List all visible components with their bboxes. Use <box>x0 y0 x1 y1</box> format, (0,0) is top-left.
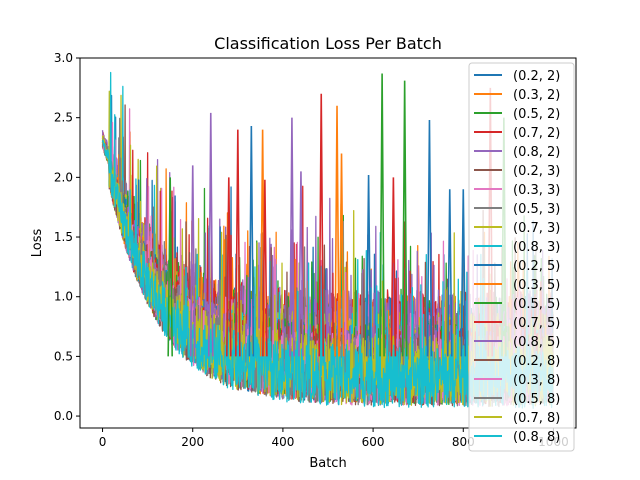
loss-spike <box>446 189 453 357</box>
legend-label: (0.5, 3) <box>513 202 560 217</box>
loss-spike <box>226 177 232 357</box>
x-tick-label: 0 <box>99 435 107 449</box>
loss-spike <box>298 171 304 357</box>
loss-spike <box>235 129 241 357</box>
legend-label: (0.8, 8) <box>513 430 560 445</box>
x-axis-label: Batch <box>309 456 346 471</box>
loss-spike <box>262 179 268 357</box>
loss-spike <box>401 80 408 357</box>
legend-label: (0.7, 2) <box>513 126 560 141</box>
legend-label: (0.5, 5) <box>513 297 560 312</box>
loss-spike <box>379 73 385 357</box>
y-tick-label: 3.0 <box>54 51 73 65</box>
loss-spike <box>318 93 325 357</box>
chart-title: Classification Loss Per Batch <box>214 34 442 53</box>
x-tick-label: 200 <box>181 435 204 449</box>
legend-label: (0.7, 5) <box>513 316 560 331</box>
legend-label: (0.2, 3) <box>513 164 560 179</box>
legend-label: (0.8, 5) <box>513 335 560 350</box>
loss-spike <box>289 117 295 357</box>
legend: (0.2, 2) (0.3, 2) (0.5, 2) (0.7, 2) (0.8, 2)… <box>468 62 575 452</box>
legend-label: (0.2, 5) <box>513 259 560 274</box>
legend-label: (0.3, 8) <box>513 373 560 388</box>
legend-label: (0.2, 2) <box>513 69 560 84</box>
loss-spike <box>338 153 345 357</box>
plot-frame <box>79 57 577 429</box>
legend-label: (0.5, 2) <box>513 107 560 122</box>
loss-spike <box>334 105 340 357</box>
legend-label: (0.5, 8) <box>513 392 560 407</box>
x-tick-label: 600 <box>362 435 385 449</box>
loss-spike <box>460 189 467 357</box>
y-tick-label: 0.5 <box>54 349 73 363</box>
legend-label: (0.8, 2) <box>513 145 560 160</box>
legend-label: (0.3, 3) <box>513 183 560 198</box>
x-tick-label: 400 <box>271 435 294 449</box>
legend-label: (0.7, 8) <box>513 411 560 426</box>
legend-label: (0.3, 2) <box>513 88 560 103</box>
legend-label: (0.8, 3) <box>513 240 560 255</box>
legend-label: (0.7, 3) <box>513 221 560 236</box>
loss-spike <box>365 174 372 357</box>
legend-label: (0.2, 8) <box>513 354 560 369</box>
loss-spike <box>390 177 397 357</box>
loss-spike <box>426 120 433 357</box>
legend-box <box>468 62 575 452</box>
y-axis-label: Loss <box>30 229 45 258</box>
loss-spike <box>207 112 214 357</box>
y-tick-label: 1.0 <box>54 290 73 304</box>
y-tick-label: 0.0 <box>54 409 73 423</box>
y-tick-label: 1.5 <box>54 230 73 244</box>
legend-label: (0.3, 5) <box>513 278 560 293</box>
y-tick-label: 2.5 <box>54 111 73 125</box>
loss-spike <box>167 177 173 357</box>
loss-spike <box>189 165 196 357</box>
y-tick-label: 2.0 <box>54 170 73 184</box>
loss-spike <box>248 126 255 357</box>
y-axis: 0.0 0.5 1.0 1.5 2.0 2.5 3.0 <box>54 51 80 423</box>
